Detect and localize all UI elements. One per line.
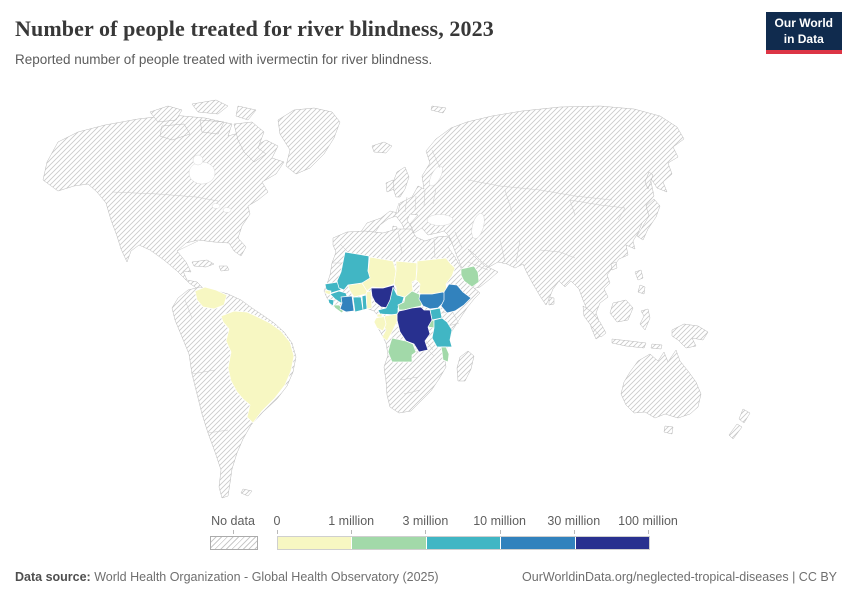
legend-tick-label: 1 million	[328, 514, 375, 528]
credit-link[interactable]: OurWorldinData.org/neglected-tropical-di…	[522, 570, 837, 584]
country-drc[interactable]	[396, 306, 433, 353]
legend-bin-2[interactable]	[426, 537, 502, 549]
legend-tick	[573, 530, 575, 534]
country-guinea-bissau[interactable]	[324, 289, 332, 296]
owid-logo-line1: Our World	[774, 16, 833, 30]
world-choropleth-map[interactable]	[0, 98, 850, 510]
legend-tick	[351, 530, 353, 534]
legend-tick-label: 0	[273, 514, 281, 528]
country-south-sudan[interactable]	[418, 291, 448, 310]
data-source-prefix: Data source:	[15, 570, 91, 584]
chart-footer: Data source: World Health Organization -…	[15, 570, 837, 584]
country-equatorial-guinea[interactable]	[376, 313, 383, 318]
legend-tick	[499, 530, 501, 534]
legend-tick	[648, 530, 649, 534]
page-title: Number of people treated for river blind…	[15, 16, 494, 41]
legend-no-data-label: No data	[211, 514, 255, 528]
country-venezuela[interactable]	[194, 286, 228, 310]
legend-tick	[233, 530, 234, 534]
country-yemen[interactable]	[460, 265, 480, 288]
legend-bin-1[interactable]	[352, 537, 427, 549]
country-brazil[interactable]	[220, 310, 295, 424]
legend-tick-label: 100 million	[618, 514, 678, 528]
page-subtitle: Reported number of people treated with i…	[15, 52, 433, 67]
legend-tick-label: 30 million	[547, 514, 601, 528]
country-borders	[111, 149, 626, 434]
owid-logo[interactable]: Our World in Data	[765, 12, 842, 55]
legend-tick	[277, 530, 278, 534]
data-source-text: World Health Organization - Global Healt…	[94, 570, 439, 584]
country-niger[interactable]	[361, 256, 397, 292]
water-bodies	[188, 154, 485, 239]
country-senegal[interactable]	[324, 281, 342, 294]
country-tanzania[interactable]	[431, 317, 453, 348]
country-malawi[interactable]	[440, 346, 450, 363]
country-ghana[interactable]	[352, 296, 364, 313]
country-sierra-leone[interactable]	[327, 298, 335, 307]
country-cote-divoire[interactable]	[339, 295, 355, 313]
legend-tick-label: 10 million	[473, 514, 526, 528]
legend-bin-0[interactable]	[278, 537, 353, 549]
legend-bar[interactable]	[277, 536, 650, 550]
country-ethiopia[interactable]	[440, 283, 472, 314]
country-liberia[interactable]	[332, 304, 345, 314]
legend-bin-3[interactable]	[501, 537, 576, 549]
country-angola[interactable]	[387, 337, 417, 363]
country-gabon[interactable]	[373, 315, 387, 332]
legend-bin-4[interactable]	[575, 537, 650, 549]
country-benin[interactable]	[365, 290, 373, 310]
legend-no-data-swatch[interactable]	[210, 536, 258, 550]
data-countries	[194, 251, 480, 424]
owid-logo-line2: in Data	[783, 31, 824, 46]
legend-tick	[425, 530, 427, 534]
data-source-note: Data source: World Health Organization -…	[15, 570, 439, 584]
legend-tick-label: 3 million	[402, 514, 449, 528]
